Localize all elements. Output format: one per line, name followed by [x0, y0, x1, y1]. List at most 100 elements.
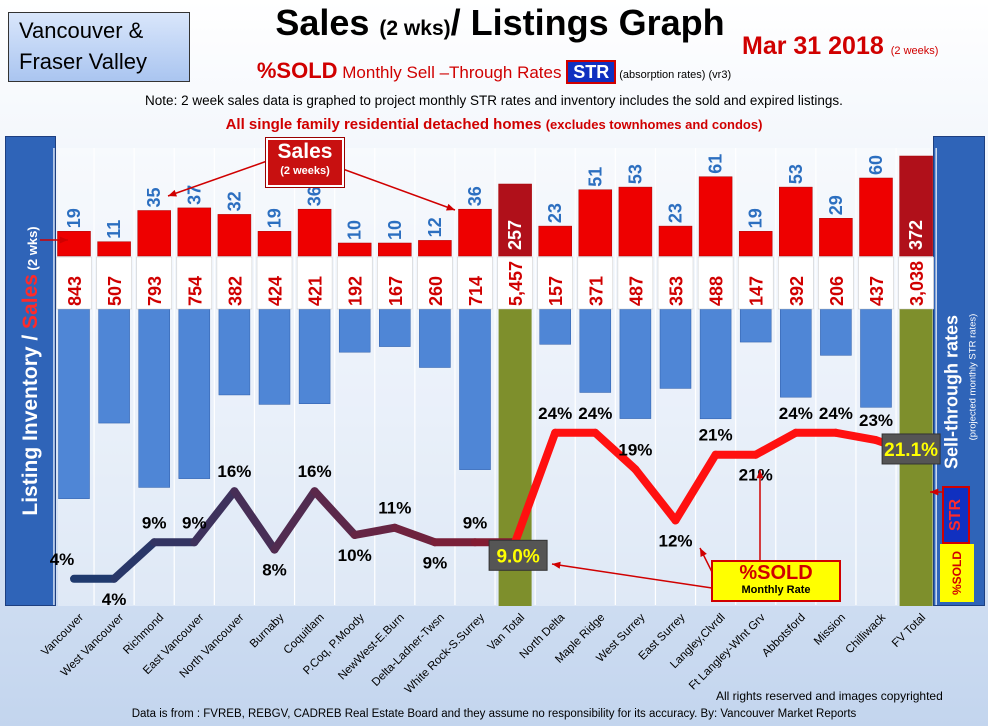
inventory-value-label: 157: [546, 276, 566, 306]
total-sold-label: 9.0%: [496, 546, 539, 567]
sales-bar: [498, 183, 532, 257]
sales-bar: [578, 189, 613, 257]
date-text: Mar 31 2018: [742, 32, 884, 60]
value-label-box: [417, 256, 453, 310]
inventory-bar: [379, 308, 411, 347]
region-line-2: Fraser Valley: [19, 49, 147, 74]
subtitle: %SOLD Monthly Sell –Through Rates STR (a…: [0, 58, 988, 84]
sold-value-label: 9%: [423, 553, 448, 572]
scope-main: All single family residential detached h…: [225, 116, 546, 133]
sell-through-segment: [631, 465, 680, 525]
category-label: Burnaby: [248, 611, 287, 650]
sales-value-label: 53: [786, 164, 806, 184]
sold-value-label: 16%: [217, 462, 251, 481]
sales-value-label: 19: [64, 208, 84, 228]
value-label-box: [296, 256, 333, 310]
sales-value-label: 12: [425, 217, 445, 237]
sales-value-label: 19: [265, 208, 285, 228]
sales-value-label: 23: [666, 203, 686, 223]
sold-badge-text: %SOLD: [950, 550, 964, 596]
inventory-value-label: 843: [65, 276, 85, 306]
sold-arrow-up-head: [756, 470, 764, 479]
sold-arrow-12-head: [700, 548, 707, 557]
sales-bar: [698, 176, 733, 257]
sold-callout: %SOLD Monthly Rate: [711, 560, 841, 602]
value-label-box: [697, 256, 734, 310]
region-label-box: Vancouver & Fraser Valley: [8, 12, 190, 82]
category-label: Chilliwack: [843, 611, 888, 656]
inventory-bar: [258, 308, 291, 405]
sales-value-label: 10: [385, 220, 405, 240]
inventory-bar: [218, 308, 251, 396]
sales-bar: [658, 225, 693, 257]
sales-callout-title: Sales: [277, 140, 333, 163]
sell-through-segment: [511, 428, 560, 547]
total-sold-box: [881, 433, 941, 465]
sales-value-label: 36: [305, 186, 325, 206]
inventory-value-label: 167: [386, 276, 406, 306]
inventory-value-label: 793: [145, 276, 165, 306]
value-label-box: [96, 256, 132, 310]
copyright-text: All rights reserved and images copyright…: [716, 689, 943, 703]
chart-title: Sales (2 wks)/ Listings Graph: [0, 2, 988, 44]
sold-value-label: 8%: [262, 561, 287, 580]
value-label-box: [336, 256, 373, 310]
inventory-bar: [860, 308, 892, 408]
total-sold-box: [488, 539, 548, 571]
report-date: Mar 31 2018 (2 weeks): [742, 32, 938, 61]
sell-through-segment: [270, 487, 319, 554]
subtitle-sold: %SOLD: [256, 58, 338, 83]
inventory-value-label: 437: [867, 276, 887, 306]
sales-value-label: 29: [826, 195, 846, 215]
inventory-value-label: 206: [827, 276, 847, 306]
sales-bar: [97, 241, 131, 257]
inventory-value-label: 353: [667, 276, 687, 306]
sales-value-label: 61: [706, 154, 726, 174]
inventory-bar: [659, 308, 692, 389]
sales-bar: [217, 214, 252, 257]
sold-value-label: 10%: [338, 546, 372, 565]
inventory-bar: [579, 308, 612, 393]
sales-value-label: 32: [224, 191, 244, 211]
sales-bar: [738, 231, 773, 257]
value-label-box: [778, 256, 814, 310]
sold-value-label: 19%: [618, 440, 652, 459]
sell-through-segment: [110, 538, 159, 583]
sold-callout-title: %SOLD: [739, 562, 813, 584]
inventory-bar: [539, 308, 571, 345]
inventory-bar: [338, 308, 371, 353]
sales-value-label: 37: [184, 185, 204, 205]
scope-text: All single family residential detached h…: [0, 116, 988, 133]
inventory-bar: [178, 308, 211, 479]
str-arrow-head: [930, 488, 939, 496]
value-label-box: [617, 256, 654, 310]
sold-value-label: 23%: [859, 411, 893, 430]
scope-small: (excludes townhomes and condos): [545, 117, 763, 132]
sell-through-segment: [831, 428, 880, 445]
category-label: Ft Langley-Wlnt Grv: [687, 611, 768, 692]
sales-value-label: 10: [345, 220, 365, 240]
sell-through-segment: [671, 450, 720, 525]
subtitle-text: Monthly Sell –Through Rates: [337, 63, 567, 82]
sold-badge: %SOLD: [940, 544, 974, 602]
inventory-bar: [98, 308, 130, 424]
inventory-value-label: 192: [346, 276, 366, 306]
sales-value-label: 11: [104, 220, 124, 239]
left-axis-panel: Listing Inventory / Sales (2 wks): [5, 136, 56, 606]
value-label-box: [176, 256, 213, 310]
category-label: FV Total: [890, 612, 928, 650]
value-label-box: [537, 256, 573, 310]
str-badge: STR: [942, 486, 970, 544]
title-main: Sales: [275, 2, 380, 43]
sales-bar: [137, 210, 171, 257]
inventory-value-label: 424: [266, 276, 286, 306]
inventory-value-label: 488: [707, 276, 727, 306]
value-label-box: [898, 256, 934, 310]
inventory-value-label: 421: [306, 276, 326, 306]
value-label-box: [737, 256, 774, 310]
category-label: White Rock-S.Surrey: [403, 611, 488, 696]
sales-value-label: 19: [746, 208, 766, 228]
inventory-value-label: 487: [626, 276, 646, 306]
category-label: Mission: [812, 612, 848, 648]
inventory-value-label: 5,457: [506, 261, 526, 306]
